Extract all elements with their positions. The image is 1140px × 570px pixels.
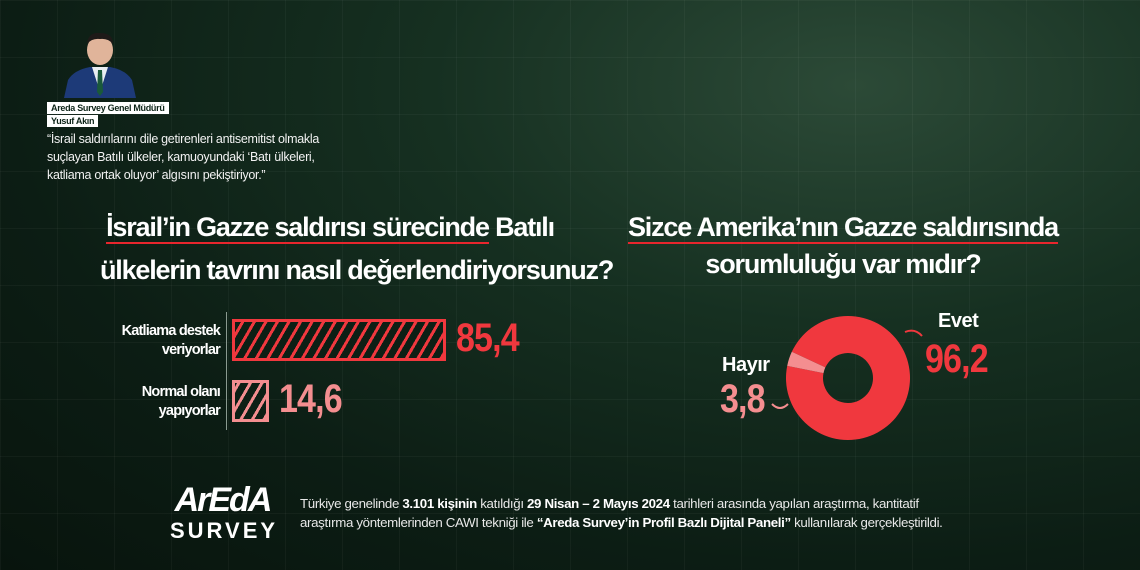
donut-slice-hayır: [787, 351, 826, 374]
logo-sub: SURVEY: [170, 518, 279, 543]
bar-value-label: 14,6: [278, 377, 343, 421]
quote-text: “İsrail saldırılarını dile getirenleri a…: [47, 132, 319, 182]
footer-bold-panel: “Areda Survey’in Profil Bazlı Dijital Pa…: [536, 515, 791, 530]
hayir-value: 3,8: [720, 377, 766, 421]
bar-category-label: Normal olanı yapıyorlar: [141, 384, 221, 419]
evet-label: Evet: [938, 310, 979, 332]
donut-slice-evet: [786, 316, 910, 440]
footer-text: araştırma yöntemlerinden CAWI tekniği il…: [300, 515, 537, 530]
bar-title-underlined: İsrail’in Gazze saldırısı sürecinde: [106, 212, 490, 244]
bar-title-rest: Batılı: [495, 212, 555, 242]
footer-methodology: Türkiye genelinde 3.101 kişinin katıldığ…: [300, 494, 943, 532]
arrow-icon: [904, 329, 923, 337]
evet-value: 96,2: [925, 337, 989, 381]
donut-chart: [771, 316, 923, 440]
areda-logo: ArEdA SURVEY: [170, 482, 275, 544]
person-role-tag: Areda Survey Genel Müdürü: [47, 98, 169, 116]
bar: [232, 319, 446, 361]
bar-chart-title: İsrail’in Gazze saldırısı sürecinde Batı…: [100, 212, 614, 286]
footer-text: kullanılarak gerçekleştirildi.: [790, 515, 943, 530]
footer-bold-dates: 29 Nisan – 2 Mayıs 2024: [527, 496, 670, 511]
bar-category-label: Katliama destek veriyorlar: [121, 323, 221, 358]
person-name: Yusuf Akın: [47, 115, 99, 127]
portrait-photo: [64, 32, 136, 98]
hayir-label: Hayır: [722, 354, 770, 376]
footer-bold-sample: 3.101 kişinin: [402, 496, 477, 511]
bar: [232, 380, 269, 422]
donut-title-line2: sorumluluğu var mıdır?: [705, 249, 981, 279]
footer-text: katıldığı: [476, 496, 528, 511]
person-role: Areda Survey Genel Müdürü: [47, 102, 169, 114]
footer-text: Türkiye genelinde: [300, 496, 403, 511]
donut-title-underlined: Sizce Amerika’nın Gazze saldırısında: [628, 212, 1059, 244]
bar-value-label: 85,4: [455, 316, 520, 360]
arrow-icon: [771, 403, 789, 409]
donut-chart-title: Sizce Amerika’nın Gazze saldırısında sor…: [613, 212, 1073, 280]
footer-text: tarihleri arasında yapılan araştırma, ka…: [669, 496, 919, 511]
bar-title-line2: ülkelerin tavrını nasıl değerlendiriyors…: [100, 255, 614, 285]
bar-axis: [226, 312, 227, 430]
logo-text: ArEdA: [174, 481, 273, 519]
person-name-tag: Yusuf Akın: [47, 111, 99, 129]
